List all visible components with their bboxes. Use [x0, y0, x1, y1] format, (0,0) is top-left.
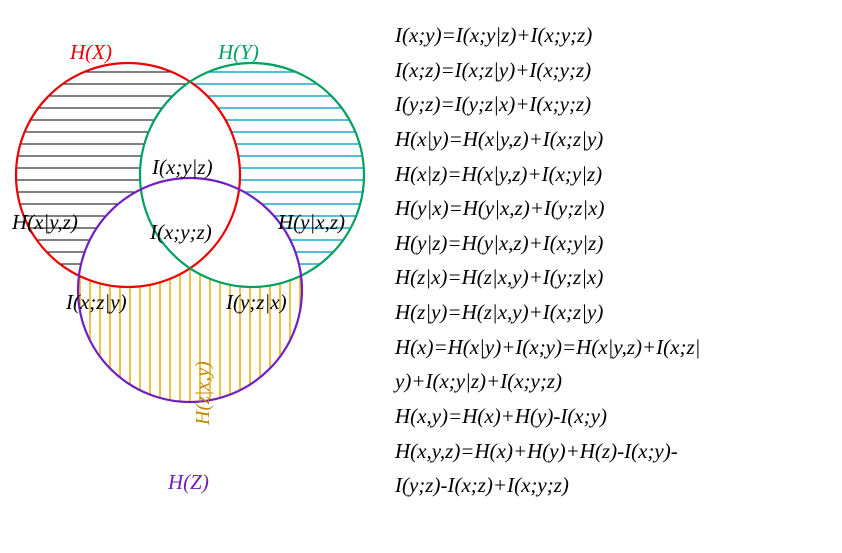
equation-line: I(x;z)=I(x;z|y)+I(x;y;z) — [395, 53, 842, 88]
equation-line: H(x|y)=H(x|y,z)+I(x;z|y) — [395, 122, 842, 157]
equation-line: I(x;y)=I(x;y|z)+I(x;y;z) — [395, 18, 842, 53]
label-ixy-given-z: I(x;y|z) — [152, 155, 213, 180]
label-hz-given-xy: H(z|x,y) — [192, 361, 215, 425]
label-ixz-given-y: I(x;z|y) — [66, 290, 127, 315]
venn-diagram-panel: H(X) H(Y) H(Z) H(x|y,z) H(y|x,z) H(z|x,y… — [0, 0, 395, 535]
equation-line: I(y;z)-I(x;z)+I(x;y;z) — [395, 468, 842, 503]
equation-line: I(y;z)=I(y;z|x)+I(x;y;z) — [395, 87, 842, 122]
equation-line: H(y|z)=H(y|x,z)+I(x;y|z) — [395, 226, 842, 261]
equation-line: H(z|y)=H(z|x,y)+I(x;z|y) — [395, 295, 842, 330]
label-iyz-given-x: I(y;z|x) — [226, 290, 287, 315]
label-hx-given-yz: H(x|y,z) — [12, 210, 78, 235]
equation-line: y)+I(x;y|z)+I(x;y;z) — [395, 364, 842, 399]
label-hy-given-xz: H(y|x,z) — [278, 210, 345, 235]
label-hx: H(X) — [70, 40, 112, 65]
label-ixyz: I(x;y;z) — [150, 220, 212, 245]
equation-line: H(x,y)=H(x)+H(y)-I(x;y) — [395, 399, 842, 434]
equation-line: H(x,y,z)=H(x)+H(y)+H(z)-I(x;y)- — [395, 434, 842, 469]
equations-panel: I(x;y)=I(x;y|z)+I(x;y;z)I(x;z)=I(x;z|y)+… — [395, 0, 842, 553]
equation-line: H(y|x)=H(y|x,z)+I(y;z|x) — [395, 191, 842, 226]
equations-list: I(x;y)=I(x;y|z)+I(x;y;z)I(x;z)=I(x;z|y)+… — [395, 18, 842, 503]
label-hz: H(Z) — [168, 470, 209, 495]
equation-line: H(x|z)=H(x|y,z)+I(x;y|z) — [395, 157, 842, 192]
venn-svg — [0, 0, 395, 500]
equation-line: H(x)=H(x|y)+I(x;y)=H(x|y,z)+I(x;z| — [395, 330, 842, 365]
hatch-z-only — [0, 0, 390, 500]
equation-line: H(z|x)=H(z|x,y)+I(y;z|x) — [395, 260, 842, 295]
label-hy: H(Y) — [218, 40, 259, 65]
